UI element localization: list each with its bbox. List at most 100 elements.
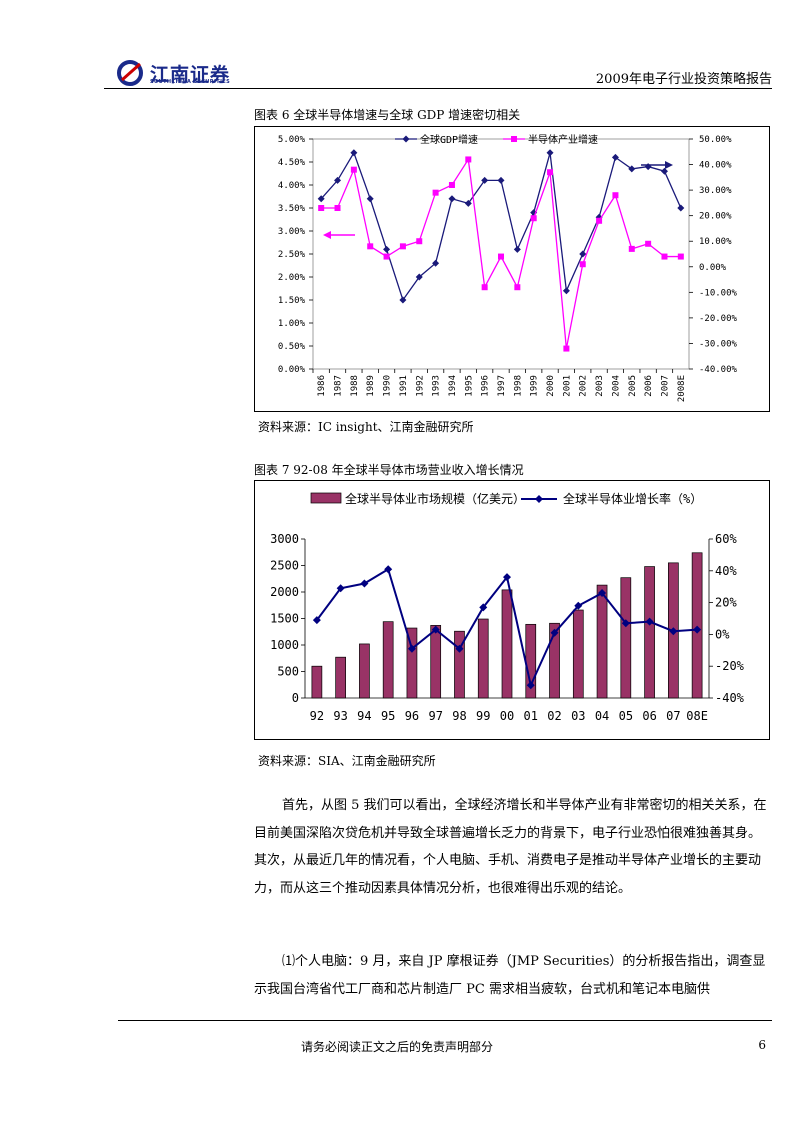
right-axis-tick-label: 60% <box>715 532 737 546</box>
growth-data-point <box>574 601 583 610</box>
footer-divider <box>118 1020 772 1021</box>
x-axis-tick-label: 04 <box>595 709 609 723</box>
figure7-source: 资料来源：SIA、江南金融研究所 <box>258 754 436 768</box>
report-title: 2009年电子行业投资策略报告 <box>595 72 772 87</box>
x-axis-tick-label: 2004 <box>611 375 621 397</box>
left-axis-tick-label: 1.00% <box>278 319 306 329</box>
gdp-data-point <box>415 273 423 281</box>
growth-data-point <box>360 579 369 588</box>
gdp-data-point <box>399 296 407 304</box>
gdp-data-point <box>677 204 685 212</box>
semi-data-point <box>498 253 504 260</box>
x-axis-tick-label: 05 <box>619 709 633 723</box>
page-number: 6 <box>758 1038 766 1052</box>
right-axis-tick-label: -40% <box>715 691 745 705</box>
gdp-data-point <box>628 165 636 173</box>
legend-line-label: 全球半导体业增长率（%） <box>563 491 702 506</box>
growth-data-point <box>526 681 535 690</box>
gdp-data-point <box>317 195 325 203</box>
x-axis-tick-label: 2002 <box>579 375 589 397</box>
semi-data-point <box>628 245 635 252</box>
legend-bar-label: 全球半导体业市场规模（亿美元） <box>345 491 525 506</box>
left-axis-tick-label: 4.50% <box>278 158 306 168</box>
left-axis-tick-label: 2.00% <box>278 273 306 283</box>
x-axis-tick-label: 07 <box>666 709 680 723</box>
left-axis-tick-label: 5.00% <box>278 135 306 145</box>
gdp-data-point <box>530 209 538 217</box>
left-axis-tick-label: 0.00% <box>278 365 306 375</box>
figure7-chart: 050010001500200025003000-40%-20%0%20%40%… <box>270 491 745 723</box>
legend-semi-marker <box>511 136 517 142</box>
semi-data-point <box>432 189 439 196</box>
growth-data-point <box>693 625 702 634</box>
x-axis-tick-label: 96 <box>405 709 419 723</box>
gdp-data-point <box>448 195 456 203</box>
semi-data-point <box>481 284 488 291</box>
x-axis-tick-label: 2005 <box>628 375 638 397</box>
x-axis-tick-label: 92 <box>310 709 324 723</box>
x-axis-tick-label: 99 <box>476 709 490 723</box>
legend-gdp-label: 全球GDP增速 <box>420 133 478 146</box>
left-axis-tick-label: 0.50% <box>278 342 306 352</box>
x-axis-tick-label: 06 <box>642 709 656 723</box>
left-axis-tick-label: 3.50% <box>278 204 306 214</box>
growth-data-point <box>669 627 678 636</box>
right-axis-tick-label: 10.00% <box>699 237 732 247</box>
right-axis-tick-label: 0.00% <box>699 263 727 273</box>
semi-data-point <box>383 253 390 260</box>
body-paragraph-2: ⑴个人电脑：9 月，来自 JP 摩根证券（JMP Securities）的分析报… <box>254 954 766 997</box>
semi-data-point <box>318 205 325 211</box>
left-axis-tick-label: 1000 <box>270 638 299 652</box>
right-axis-tick-label: -10.00% <box>699 288 738 298</box>
growth-data-point <box>455 644 464 653</box>
x-axis-tick-label: 01 <box>524 709 538 723</box>
right-axis-tick-label: 30.00% <box>699 186 732 196</box>
x-axis-tick-label: 1993 <box>432 375 442 397</box>
revenue-bar <box>454 630 465 699</box>
revenue-bar <box>335 656 346 699</box>
semi-data-point <box>350 166 357 173</box>
x-axis-tick-label: 1990 <box>383 375 393 397</box>
legend-gdp-marker <box>402 135 410 143</box>
right-axis-tick-label: 40% <box>715 564 737 578</box>
gdp-data-point <box>334 176 342 184</box>
gdp-data-point <box>497 176 505 184</box>
x-axis-tick-label: 2006 <box>644 375 654 397</box>
semi-data-point <box>334 205 341 211</box>
left-axis-tick-label: 500 <box>277 665 299 679</box>
x-axis-tick-label: 1988 <box>350 375 360 397</box>
growth-data-point <box>384 565 393 574</box>
x-axis-tick-label: 02 <box>547 709 561 723</box>
gdp-data-point <box>383 245 391 253</box>
logo-mark-icon <box>117 60 143 86</box>
legend-bar-swatch <box>310 492 342 504</box>
gdp-data-point <box>546 149 554 157</box>
x-axis-tick-label: 98 <box>452 709 466 723</box>
right-axis-tick-label: -20% <box>715 659 745 673</box>
body-paragraph-1: 首先，从图 5 我们可以看出，全球经济增长和半导体产业有非常密切的相关关系，在目… <box>254 798 767 896</box>
semi-data-point <box>416 238 423 245</box>
figure6-title: 图表 6 全球半导体增速与全球 GDP 增速密切相关 <box>254 108 521 122</box>
growth-data-point <box>645 617 654 626</box>
revenue-bar <box>406 627 418 699</box>
x-axis-tick-label: 2008E <box>677 375 687 402</box>
figure7-title: 图表 7 92-08 年全球半导体市场营业收入增长情况 <box>254 463 524 477</box>
gdp-series-line <box>320 151 682 302</box>
right-axis-tick-label: 50.00% <box>699 135 732 145</box>
growth-data-point <box>503 573 511 582</box>
semi-data-point <box>661 253 668 260</box>
revenue-bar <box>311 665 323 699</box>
growth-data-point <box>550 628 559 637</box>
right-axis-arrowhead-icon <box>665 161 673 169</box>
revenue-bar <box>572 609 584 699</box>
x-axis-tick-label: 94 <box>357 709 371 723</box>
revenue-bar <box>596 584 608 699</box>
growth-data-point <box>336 584 345 593</box>
x-axis-tick-label: 2000 <box>546 375 556 397</box>
gdp-data-point <box>350 149 358 157</box>
x-axis-tick-label: 1987 <box>334 375 344 397</box>
x-axis-tick-label: 2001 <box>562 375 572 397</box>
right-axis-tick-label: 0% <box>715 627 730 641</box>
gdp-data-point <box>562 287 570 295</box>
revenue-bar <box>620 577 632 699</box>
